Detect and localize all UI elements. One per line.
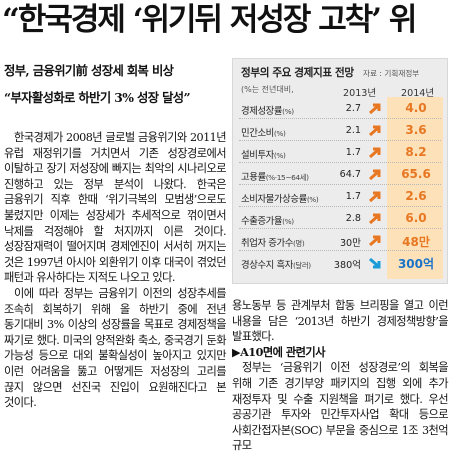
indicator-unit: (달러) (292, 261, 311, 270)
arrow-up-icon (369, 147, 381, 159)
indicator-unit: (%) (273, 151, 286, 160)
related-article-reference[interactable]: ▶A10면에 관련기사 (232, 344, 326, 359)
arrow-up-icon (369, 213, 381, 225)
article-body-right: 용노동부 등 관계부처 합동 브리핑을 열고 이런 내용을 담은 ‘2013년 … (232, 298, 449, 454)
value-2014: 4.0 (405, 101, 427, 115)
row-label: 경제성장률(%) (241, 103, 294, 117)
arrow-up-icon (369, 169, 381, 181)
paragraph: 정부는 ‘금융위기 이전 성장경로’의 회복을 위해 기존 경기부양 패키지의 … (232, 361, 449, 453)
table-title: 정부의 주요 경제지표 전망 (241, 67, 354, 79)
value-2014: 3.6 (405, 123, 427, 137)
value-2014: 2.6 (405, 189, 427, 203)
row-label: 고용률(%·15~64세) (241, 169, 309, 183)
arrow-up-icon (369, 125, 381, 137)
value-2014: 8.2 (405, 145, 427, 159)
indicator-name: 수출증가율 (241, 216, 283, 227)
table-row: 소비자물가상승률(%) 1.7 2.6 (233, 187, 447, 207)
paragraph: 한국경제가 2008년 글로벌 금융위기와 2011년 유럽 재정위기를 거치면… (4, 131, 227, 285)
value-2013: 1.7 (345, 147, 361, 158)
row-label: 설비투자(%) (241, 147, 286, 161)
table-row: 설비투자(%) 1.7 8.2 (233, 143, 447, 163)
row-divider (239, 250, 441, 251)
value-2014: 6.0 (405, 211, 427, 225)
indicator-unit: (명) (292, 239, 305, 248)
value-2013: 30만 (339, 238, 361, 249)
row-label: 경상수지 흑자(달러) (241, 257, 311, 271)
subhead-2: “부자활성화로 하반기 3% 성장 달성” (4, 90, 191, 105)
year-2013-header: 2013년 (343, 88, 377, 99)
paragraph: 용노동부 등 관계부처 합동 브리핑을 열고 이런 내용을 담은 ‘2013년 … (232, 299, 449, 344)
table-note: (%는 전년대비, (241, 85, 294, 94)
table-row: 수출증가율(%) 2.8 6.0 (233, 209, 447, 229)
indicator-name: 고용률 (241, 172, 266, 183)
article-body-left: 한국경제가 2008년 글로벌 금융위기와 2011년 유럽 재정위기를 거치면… (4, 130, 227, 411)
table-row: 고용률(%·15~64세) 64.7 65.6 (233, 165, 447, 185)
value-2013: 380억 (333, 260, 361, 271)
arrow-up-icon (369, 103, 381, 115)
indicator-name: 소비자물가상승률 (241, 194, 307, 205)
arrow-up-icon (369, 235, 381, 247)
indicator-name: 경상수지 흑자 (241, 260, 293, 271)
forecast-column-highlight (387, 97, 443, 279)
value-2013: 1.7 (345, 191, 361, 202)
value-2014: 65.6 (401, 167, 431, 181)
value-2013: 64.7 (339, 169, 361, 180)
table-row: 취업자 증가수(명) 30만 48만 (233, 231, 447, 251)
economic-indicator-table: 정부의 주요 경제지표 전망 자료 : 기획재정부 (%는 전년대비, 2013… (232, 58, 448, 284)
indicator-name: 설비투자 (241, 150, 274, 161)
row-label: 민간소비(%) (241, 125, 286, 139)
table-row: 경제성장률(%) 2.7 4.0 (233, 99, 447, 119)
value-2014: 300억 (397, 257, 435, 271)
value-2013: 2.1 (345, 125, 361, 136)
arrow-down-icon (369, 257, 381, 269)
row-divider (239, 118, 441, 119)
row-label: 소비자물가상승률(%) (241, 191, 319, 205)
arrow-up-icon (369, 191, 381, 203)
indicator-unit: (%) (273, 129, 286, 138)
row-divider (239, 140, 441, 141)
row-divider (239, 184, 441, 185)
row-label: 수출증가율(%) (241, 213, 294, 227)
row-label: 취업자 증가수(명) (241, 235, 305, 249)
row-divider (239, 206, 441, 207)
table-row: 민간소비(%) 2.1 3.6 (233, 121, 447, 141)
paragraph: 이에 따라 정부는 금융위기 이전의 성장추세를 조속히 회복하기 위해 올 하… (4, 286, 227, 410)
subhead-1: 정부, 금융위기前 성장세 회복 비상 (4, 63, 174, 78)
table-row: 경상수지 흑자(달러) 380억 300억 (233, 253, 447, 273)
table-source: 자료 : 기획재정부 (363, 69, 420, 78)
indicator-unit: (%) (282, 217, 294, 226)
headline: “한국경제 ‘위기뒤 저성장 고착’ 위 (2, 2, 417, 38)
year-2014-header: 2014년 (401, 88, 435, 99)
value-2014: 48만 (402, 235, 430, 249)
value-2013: 2.8 (345, 213, 361, 224)
row-divider (239, 162, 441, 163)
value-2013: 2.7 (345, 103, 361, 114)
indicator-name: 민간소비 (241, 128, 274, 139)
indicator-unit: (%) (306, 195, 319, 204)
row-divider (239, 228, 441, 229)
indicator-unit: (%·15~64세) (265, 173, 309, 182)
indicator-unit: (%) (282, 107, 294, 116)
indicator-name: 경제성장률 (241, 106, 283, 117)
indicator-name: 취업자 증가수 (241, 238, 293, 249)
